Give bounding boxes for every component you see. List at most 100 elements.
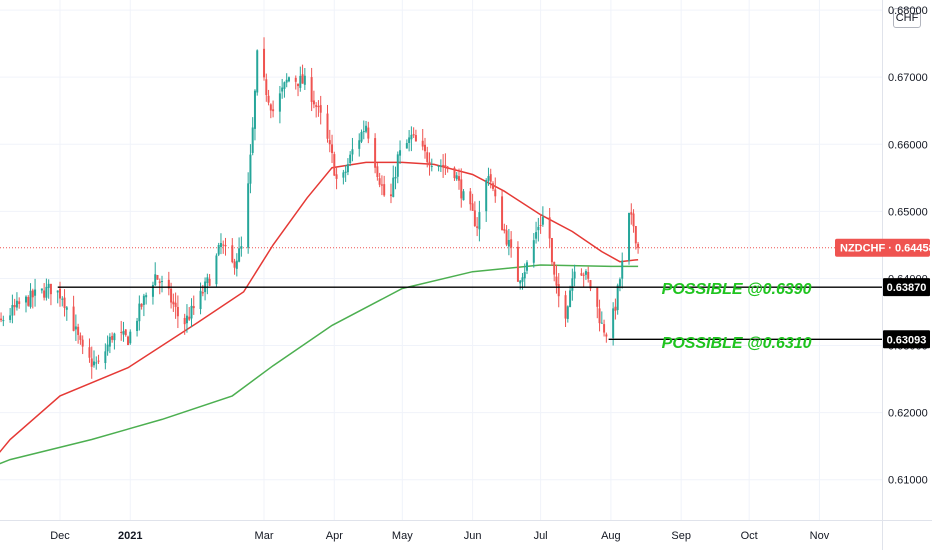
candle-body [342,172,345,178]
candle-body [29,290,32,307]
candle-body [158,281,161,284]
candle-body [374,138,377,168]
candle-body [485,180,488,212]
level-price-tag [883,330,930,349]
candle-body [161,281,164,283]
support-levels [57,286,882,340]
candle-body [535,232,538,239]
candle-body [272,109,275,112]
candle-body [240,246,243,249]
candle-body [95,362,98,364]
candle-body [491,183,494,189]
candle-body [167,279,170,289]
level-price-tag [883,278,930,297]
candle-body [138,303,141,322]
candle-body [278,93,281,112]
candle-body [151,284,154,297]
candle-body [129,331,132,344]
level-price-tag-text: 0.63093 [887,334,927,346]
candle-body [77,326,80,335]
candle-body [88,347,91,358]
candle-body [315,105,318,107]
candle-body [505,230,508,245]
candle-body [580,273,583,276]
candle-body [614,306,617,311]
candle-body [516,246,519,282]
x-tick-label: Jun [464,530,482,542]
candle-body [231,245,234,263]
candle-body [519,280,522,284]
candle-body [106,344,109,352]
candle-body [188,316,191,320]
candle-body [380,184,383,186]
candle-body [396,154,399,177]
candle-body [97,360,100,362]
candle-body [247,183,250,248]
candle-body [124,329,127,336]
candle-body [24,296,27,303]
candle-body [18,301,21,305]
candle-body [34,289,37,296]
candle-body [49,283,52,295]
level-price-tag-text: 0.63870 [887,282,927,294]
candle-body [74,326,77,330]
x-tick-label: Apr [326,530,343,542]
candle-body [421,140,424,147]
x-tick-label: Dec [50,530,70,542]
candle-body [2,320,5,322]
candle-body [326,113,329,139]
candle-body [294,77,297,82]
candle-body [460,179,463,199]
candle-body [358,140,361,149]
candle-body [426,152,429,163]
candle-body [13,304,16,308]
candle-body [174,302,177,307]
candle-body [392,177,395,197]
y-tick-label: 0.67000 [888,72,928,84]
candle-body [185,315,188,324]
candle-body [217,245,220,255]
candle-body [269,104,272,111]
candle-body [596,287,599,307]
x-tick-label: Oct [741,530,758,542]
candle-body [539,225,542,227]
time-axis[interactable]: Dec 2021 Mar Apr May Jun Jul Aug Sep Oct Nov [50,530,830,542]
candle-body [238,248,241,262]
ma-line-fast [0,161,639,453]
candle-body [59,288,61,299]
candle-body [312,100,315,105]
candle-body [378,178,381,185]
ma-line-slow [0,264,639,465]
candle-body [113,333,116,341]
candle-body [487,176,490,181]
y-tick-label: 0.65000 [888,206,928,218]
candle-body [251,127,254,153]
candle-body [362,131,365,133]
candle-body [222,244,225,246]
candle-body [9,315,12,320]
x-tick-label: Sep [671,530,691,542]
candle-body [319,105,322,113]
candle-body [637,243,640,248]
candle-body [605,334,608,337]
candle-body [526,262,529,271]
candle-body [79,335,82,340]
candle-body [557,284,560,297]
currency-button[interactable]: CHF [893,8,921,28]
candle-body [297,83,300,87]
candle-body [566,306,569,319]
candle-body [621,260,624,279]
candle-body [589,280,592,289]
candle-body [233,261,236,268]
candle-body [93,361,96,366]
candle-body [317,106,320,108]
candle-body [111,335,114,340]
candle-body [628,212,631,261]
candle-body [331,144,334,154]
candle-body [446,166,449,170]
candle-body [156,275,159,280]
y-tick-label: 0.61000 [888,475,928,487]
candle-body [603,324,606,333]
candle-body [430,166,433,168]
